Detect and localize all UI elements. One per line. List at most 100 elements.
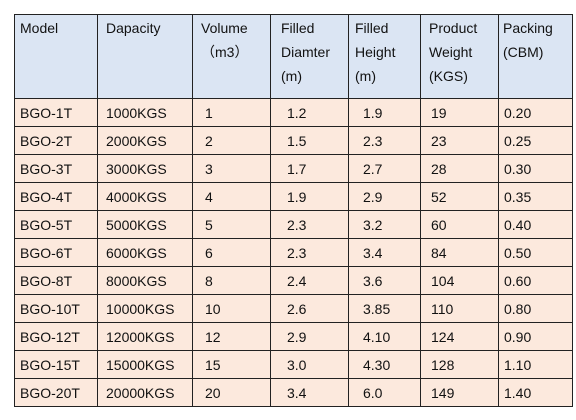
table-cell: BGO-4T [14,182,98,211]
table-cell: 2.9 [270,322,349,351]
table-cell: 23 [420,126,499,155]
table-row: BGO-10T 10000KGS 10 2.6 3.85 110 0.80 [14,294,573,323]
header-text: (KGS) [429,68,468,84]
table-cell: 0.40 [498,210,573,239]
header-text: Model [20,20,59,36]
table-cell: 0.30 [498,154,573,183]
table-cell: 1.5 [270,126,349,155]
table-row: BGO-3T 3000KGS 3 1.7 2.7 28 0.30 [14,154,573,183]
header-text: Weight [429,44,473,60]
table-cell: 0.50 [498,238,573,267]
table-row: BGO-2T 2000KGS 2 1.5 2.3 23 0.25 [14,126,573,155]
table-cell: 28 [420,154,499,183]
table-cell: 3.6 [348,266,421,295]
table-row: BGO-20T 20000KGS 20 3.4 6.0 149 1.40 [14,378,573,407]
table-cell: 1.7 [270,154,349,183]
table-cell: 1000KGS [97,98,193,127]
header-text: Product [429,20,478,36]
table-cell: 1 [192,98,271,127]
header-text: (CBM) [503,44,544,60]
table-cell: 0.25 [498,126,573,155]
table-cell: BGO-5T [14,210,98,239]
table-cell: 2000KGS [97,126,193,155]
table-cell: 5000KGS [97,210,193,239]
table-cell: BGO-12T [14,322,98,351]
header-text: Height [355,44,396,60]
header-row: Model Dapacity Volume （m3） Filled Diamter (m) F… [14,14,573,99]
table-cell: 6 [192,238,271,267]
table-cell: BGO-6T [14,238,98,267]
table-row: BGO-1T 1000KGS 1 1.2 1.9 19 0.20 [14,98,573,127]
header-text: (m) [355,68,376,84]
table-body: BGO-1T 1000KGS 1 1.2 1.9 19 0.20 BGO-2T 2000KGS 2… [14,98,573,407]
header-cell: Model [14,14,98,99]
table-cell: 4.30 [348,350,421,379]
header-text: （m3） [201,44,249,60]
header-cell: Product Weight (KGS) [420,14,499,99]
table-cell: 52 [420,182,499,211]
header-text: Filled [355,20,389,36]
table-cell: 19 [420,98,499,127]
header-cell: Filled Diamter (m) [270,14,349,99]
table-cell: 10 [192,294,271,323]
table-row: BGO-8T 8000KGS 8 2.4 3.6 104 0.60 [14,266,573,295]
table-cell: 4000KGS [97,182,193,211]
table-cell: 2 [192,126,271,155]
table-cell: 2.3 [270,210,349,239]
table-cell: 4.10 [348,322,421,351]
table-cell: 2.3 [348,126,421,155]
table-cell: 0.35 [498,182,573,211]
header-text: Dapacity [106,20,161,36]
header-cell: Volume （m3） [192,14,271,99]
table-cell: 12000KGS [97,322,193,351]
table-cell: 149 [420,378,499,407]
header-text: Volume [201,20,248,36]
table-cell: 0.20 [498,98,573,127]
table-cell: 5 [192,210,271,239]
table-cell: 60 [420,210,499,239]
table-cell: 10000KGS [97,294,193,323]
table-cell: 1.9 [270,182,349,211]
table-cell: 20000KGS [97,378,193,407]
table-cell: BGO-20T [14,378,98,407]
table-row: BGO-12T 12000KGS 12 2.9 4.10 124 0.90 [14,322,573,351]
table-cell: 1.9 [348,98,421,127]
table-cell: 2.7 [348,154,421,183]
table-cell: BGO-1T [14,98,98,127]
table-cell: 3.2 [348,210,421,239]
table-cell: 0.60 [498,266,573,295]
table-cell: 2.4 [270,266,349,295]
table-cell: 15 [192,350,271,379]
table-cell: 0.90 [498,322,573,351]
header-text: Filled [281,20,315,36]
table-cell: BGO-10T [14,294,98,323]
table-cell: 6000KGS [97,238,193,267]
table-cell: 12 [192,322,271,351]
table-cell: 3.85 [348,294,421,323]
table-row: BGO-4T 4000KGS 4 1.9 2.9 52 0.35 [14,182,573,211]
table-cell: 104 [420,266,499,295]
table-cell: BGO-8T [14,266,98,295]
table-cell: 124 [420,322,499,351]
header-cell: Packing (CBM) [498,14,573,99]
table-cell: BGO-3T [14,154,98,183]
table-cell: 20 [192,378,271,407]
table-cell: 3000KGS [97,154,193,183]
table-cell: 110 [420,294,499,323]
table-cell: 1.40 [498,378,573,407]
table-cell: 3.4 [348,238,421,267]
table-cell: 128 [420,350,499,379]
table-row: BGO-6T 6000KGS 6 2.3 3.4 84 0.50 [14,238,573,267]
table-cell: 15000KGS [97,350,193,379]
header-cell: Filled Height (m) [348,14,421,99]
table-cell: 6.0 [348,378,421,407]
table-cell: 3.0 [270,350,349,379]
table-cell: 2.6 [270,294,349,323]
header-text: Diamter [281,44,331,60]
table-cell: 3 [192,154,271,183]
table-row: BGO-5T 5000KGS 5 2.3 3.2 60 0.40 [14,210,573,239]
table-cell: 1.2 [270,98,349,127]
table-cell: 1.10 [498,350,573,379]
header-cell: Dapacity [97,14,193,99]
